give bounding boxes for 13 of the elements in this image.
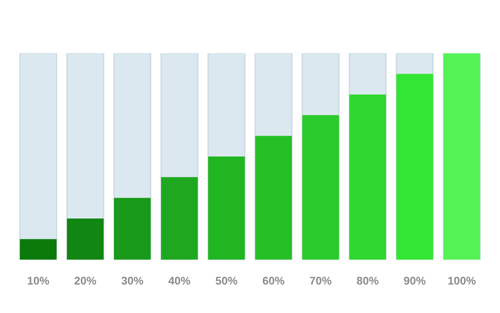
data-label: 10% — [28, 276, 50, 285]
data-label: 30% — [121, 276, 144, 285]
data-label: 70% — [310, 276, 332, 285]
data-label: 90% — [404, 276, 426, 285]
bar — [20, 239, 57, 260]
data-label: 50% — [216, 276, 238, 285]
data-label: 40% — [168, 276, 190, 285]
bar — [114, 198, 151, 260]
data-label: 80% — [356, 276, 378, 285]
data-label: 20% — [74, 276, 96, 285]
data-label: 60% — [262, 276, 284, 285]
data-label: 100% — [448, 276, 476, 285]
bar — [66, 218, 104, 260]
